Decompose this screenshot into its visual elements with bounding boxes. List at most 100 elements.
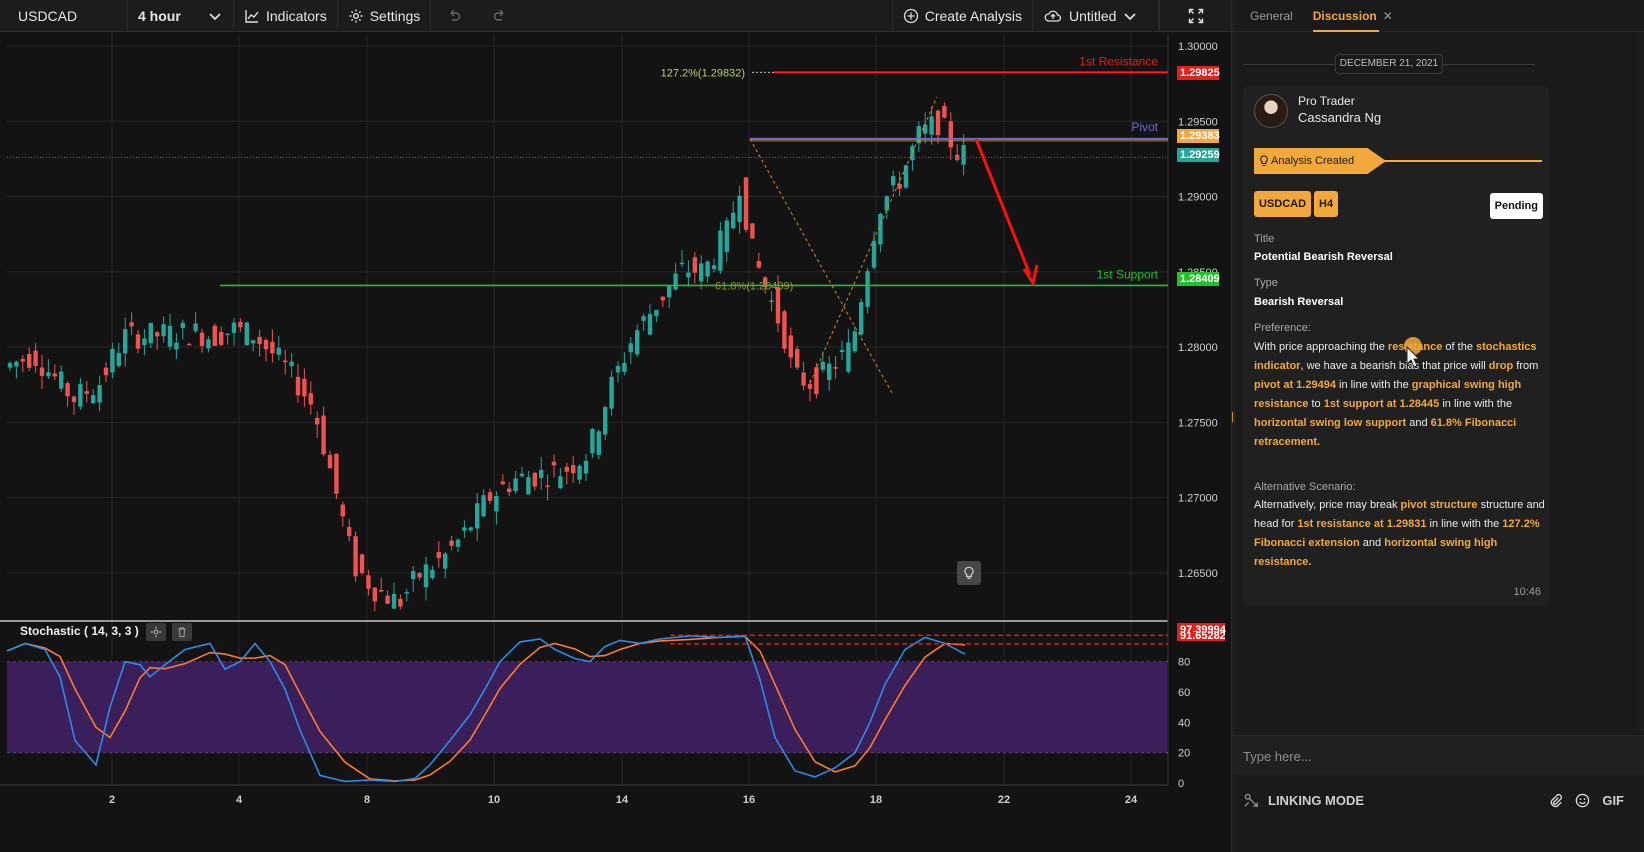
candle-body [84,391,89,394]
candle-body [167,325,173,347]
candle-body [212,325,217,346]
support-label: 1st Support [1097,267,1159,281]
candle-body [404,592,409,594]
create-analysis-button[interactable]: Create Analysis [891,0,1033,32]
candle-body [673,273,678,290]
candle-body [667,285,672,298]
candle-body [46,372,51,377]
highlighted-term: stochastics indicator [1254,341,1537,372]
indicators-icon [245,9,259,23]
candle-body [929,116,934,135]
price-chart[interactable]: 1st Resistance Pivot 1st Support 127.2%(1.2… [0,33,1231,852]
fullscreen-button[interactable] [1159,0,1231,32]
layout-save-dropdown[interactable]: Untitled [1033,0,1159,32]
panel-tabs: General Discussion ✕ [1235,0,1644,32]
message-composer [1235,735,1644,775]
candle-body [955,154,960,160]
candle-body [353,536,358,577]
chart-canvas[interactable]: 1st Resistance Pivot 1st Support 127.2%(1.2… [0,33,1231,852]
settings-button[interactable]: Settings [338,0,432,32]
attachment-icon[interactable] [1548,793,1563,808]
emoji-icon[interactable] [1575,793,1590,808]
alternative-text: Alternatively, price may break pivot str… [1254,496,1546,572]
type-value: Bearish Reversal [1254,296,1344,308]
stochastic-d-line [6,635,966,782]
resistance-label: 1st Resistance [1079,54,1158,68]
candle-body [558,476,563,489]
candle-body [423,564,429,588]
stochastic-axis-label: 60 [1178,687,1190,699]
resize-handle-icon[interactable]: || [1231,411,1237,423]
text-fragment: in line with the [1439,398,1513,410]
candle-body [78,384,83,407]
price-axis-label: 1.29000 [1178,192,1218,204]
candle-body [449,540,454,546]
candle-body [942,105,947,118]
fib-leg-2 [809,96,938,384]
analysis-card: Pro Trader Cassandra Ng Analysis Created… [1243,86,1549,606]
tab-discussion[interactable]: Discussion ✕ [1312,0,1393,32]
candle-body [276,347,281,355]
stochastic-axis-label: 40 [1178,717,1190,729]
interval-dropdown[interactable]: 4 hour [128,0,234,32]
candle-body [103,367,109,376]
symbol-selector[interactable]: USDCAD [0,0,128,32]
candle-body [206,339,211,349]
candle-body [743,177,749,230]
candle-body [846,342,851,372]
linking-mode-toggle[interactable]: LINKING MODE [1243,792,1364,809]
candle-body [391,593,397,609]
candle-body [283,360,288,363]
chart-toolbar: USDCAD 4 hour Indicators Settings Create… [0,0,1231,32]
stochastic-d-tag: 91.65282 [1177,632,1225,641]
candle-body [187,343,192,346]
text-fragment: to [1308,398,1324,410]
candle-body [129,322,134,327]
status-label: Analysis Created [1254,148,1386,174]
candle-body [219,331,224,345]
candle-body [750,223,755,239]
text-fragment: and [1406,417,1431,429]
tab-general[interactable]: General [1250,8,1293,23]
redo-icon [494,9,504,21]
candle-body [321,415,326,455]
stochastic-k-line [6,635,966,783]
candlestick-series [7,102,966,612]
candle-body [545,485,550,488]
candle-body [711,265,717,270]
stochastic-settings-button[interactable] [146,623,166,641]
candle-body [865,271,870,307]
candle-body [455,539,461,547]
stochastic-delete-button[interactable] [172,623,192,641]
panel-scrollbar[interactable] [1636,32,1644,732]
plus-circle-icon [903,8,918,23]
type-label: Type [1254,277,1278,289]
time-axis-label: 4 [236,794,243,806]
candle-body [142,338,147,346]
text-fragment: Alternatively, price may break [1254,499,1401,511]
gif-button[interactable]: GIF [1602,792,1624,808]
message-input[interactable] [1243,742,1633,770]
stochastic-lines [6,634,1168,783]
candle-body [443,553,448,569]
text-fragment: With price approaching the [1254,341,1388,353]
candle-body [788,335,793,358]
candle-body [660,296,665,301]
undo-button[interactable] [431,0,477,32]
candle-body [52,373,57,377]
candle-body [705,261,710,277]
candle-body [513,478,518,492]
candle-body [14,361,19,367]
idea-lightbulb-button[interactable] [957,561,981,585]
candle-body [366,575,371,589]
indicators-button[interactable]: Indicators [234,0,338,32]
time-axis-label: 24 [1125,794,1138,806]
redo-button[interactable] [477,0,523,32]
candle-body [641,316,646,321]
resistance-price-tag: 1.29825 [1177,66,1220,80]
candle-body [27,353,32,368]
close-icon[interactable]: ✕ [1382,8,1393,23]
highlighted-term: pivot at 1.29494 [1254,379,1336,391]
panel-resizer[interactable] [1231,0,1235,852]
candle-body [526,477,531,495]
